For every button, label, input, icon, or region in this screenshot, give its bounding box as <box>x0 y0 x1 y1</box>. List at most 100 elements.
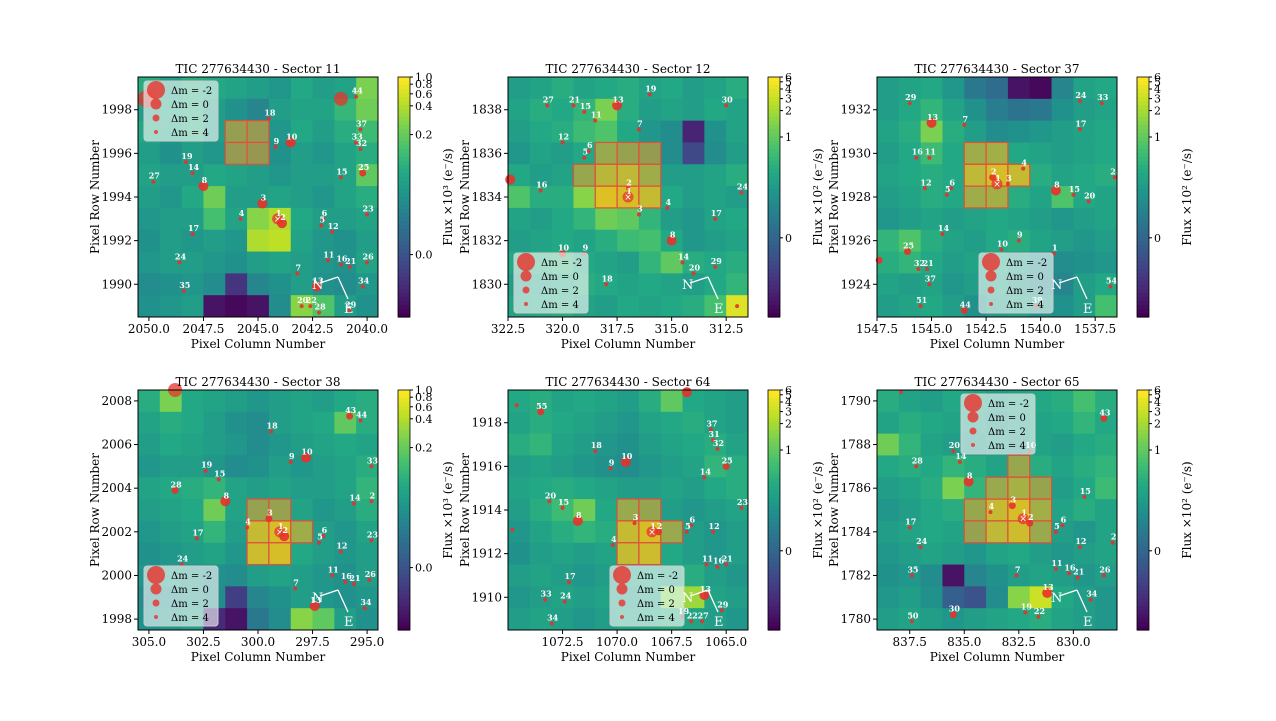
star-marker <box>354 140 359 145</box>
legend-marker <box>985 270 997 282</box>
legend-marker <box>147 81 165 99</box>
heatmap-cell <box>334 295 357 318</box>
colorbar-segment <box>768 77 780 82</box>
heatmap-cell <box>312 229 335 253</box>
x-tick-label: 1067.5 <box>651 635 693 649</box>
heatmap-cell <box>898 98 922 122</box>
colorbar-segment <box>1137 105 1149 110</box>
target-star-marker: × <box>993 180 1001 190</box>
heatmap-cell <box>920 229 943 253</box>
legend-label: Δm = -2 <box>1006 258 1047 269</box>
colorbar-segment <box>1137 289 1149 294</box>
heatmap-cell <box>1029 77 1053 100</box>
heatmap-cell <box>290 586 314 609</box>
colorbar-tick-label: 0 <box>1154 232 1161 245</box>
y-tick-label: 1790 <box>840 394 871 408</box>
star-marker <box>365 212 370 217</box>
heatmap-cell <box>942 477 965 500</box>
heatmap-cell <box>1095 520 1118 544</box>
star-label: 22 <box>306 295 317 305</box>
colorbar-segment <box>1137 414 1149 419</box>
colorbar-tick-label: 0.8 <box>415 78 433 91</box>
star-marker <box>940 232 945 237</box>
heatmap-cell <box>203 455 226 478</box>
star-label: 18 <box>264 107 276 117</box>
heatmap-cell <box>942 273 965 296</box>
star-label: 8 <box>202 175 208 185</box>
colorbar-segment <box>1137 526 1149 531</box>
colorbar-segment <box>768 434 780 439</box>
heatmap-cell <box>704 186 727 209</box>
legend-marker <box>969 427 977 435</box>
colorbar-segment <box>768 462 780 467</box>
heatmap-cell <box>898 411 922 435</box>
colorbar-segment <box>398 458 410 463</box>
heatmap-cell <box>529 411 553 435</box>
star-marker <box>689 619 694 624</box>
star-marker <box>899 390 903 395</box>
colorbar-segment <box>1137 570 1149 575</box>
heatmap-cell <box>638 433 662 456</box>
heatmap-cell <box>877 564 900 587</box>
star-label: 20 <box>689 262 701 272</box>
colorbar-frame <box>1136 389 1150 631</box>
star-label: 30 <box>722 94 734 104</box>
colorbar-segment <box>768 241 780 246</box>
star-label: 33 <box>1097 92 1109 102</box>
heatmap-cell <box>1051 499 1074 522</box>
heatmap-cell <box>595 433 618 456</box>
star-label: 1 <box>650 521 656 531</box>
colorbar-tick-label: 1 <box>1154 444 1161 457</box>
heatmap-cell <box>1051 608 1074 631</box>
colorbar-tick-label: 0.2 <box>415 129 433 142</box>
colorbar-segment <box>1137 297 1149 302</box>
y-tick-label: 1990 <box>101 277 132 291</box>
star-marker <box>704 562 709 567</box>
colorbar-segment <box>1137 606 1149 611</box>
heatmap-cell <box>573 142 596 165</box>
heatmap-cell <box>529 499 553 522</box>
heatmap-cell <box>181 186 204 209</box>
target-star-marker: × <box>648 528 656 538</box>
star-marker <box>684 529 689 534</box>
star-marker <box>571 103 576 108</box>
heatmap-cell <box>1073 295 1096 318</box>
heatmap-cell <box>638 77 662 100</box>
colorbar-segment <box>398 173 410 178</box>
heatmap-cell <box>726 251 749 274</box>
heatmap-cell <box>942 390 965 413</box>
heatmap-cell <box>334 542 357 566</box>
heatmap-cell <box>159 520 183 544</box>
colorbar-tick-label: 0.6 <box>415 88 433 101</box>
colorbar-segment <box>768 410 780 415</box>
colorbar-segment <box>1137 165 1149 170</box>
star-marker <box>198 181 209 192</box>
star-marker <box>691 271 696 276</box>
heatmap-cell <box>529 586 553 609</box>
aperture-pixel <box>616 141 640 165</box>
star-marker <box>1086 199 1091 204</box>
colorbar-segment <box>398 149 410 154</box>
star-marker <box>1075 575 1080 580</box>
colorbar-segment <box>768 486 780 491</box>
aperture-pixel <box>224 120 248 144</box>
colorbar-segment <box>768 185 780 190</box>
star-marker <box>593 118 598 123</box>
heatmap-cell <box>356 98 379 122</box>
star-label: 29 <box>905 92 917 102</box>
colorbar-segment <box>1137 498 1149 503</box>
star-marker <box>1067 571 1071 576</box>
star-marker <box>325 258 330 263</box>
star-label: 44 <box>352 86 364 96</box>
heatmap-cell <box>334 207 357 231</box>
compass-north-arrow <box>1058 276 1078 284</box>
colorbar-segment <box>398 442 410 447</box>
colorbar-segment <box>398 137 410 142</box>
legend-marker <box>982 253 1000 271</box>
heatmap-cell <box>704 120 727 143</box>
heatmap-cell <box>617 120 640 143</box>
colorbar-segment <box>398 526 410 531</box>
star-label: 23 <box>363 203 375 213</box>
star-marker <box>713 216 718 221</box>
colorbar-segment <box>1137 566 1149 571</box>
